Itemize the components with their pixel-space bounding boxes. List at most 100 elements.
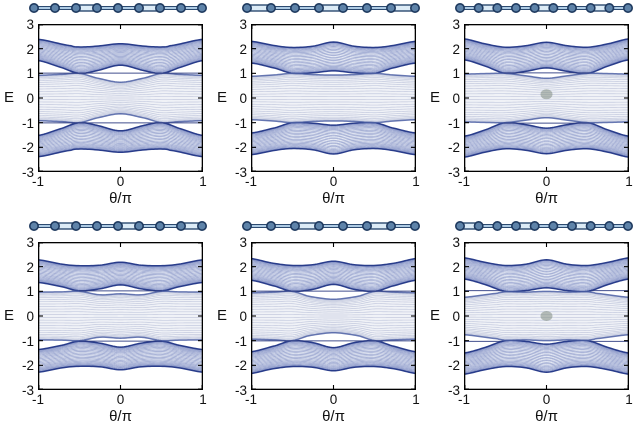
plot-area-5 — [251, 242, 416, 390]
y-tick-label: 2 — [26, 41, 34, 57]
x-tick-label: 0 — [116, 174, 125, 189]
lattice-site — [362, 221, 373, 231]
y-tick-label: -3 — [21, 165, 34, 180]
y-tick-label: -3 — [447, 383, 460, 398]
y-tick-label: -3 — [234, 165, 247, 180]
lattice-site — [604, 3, 615, 13]
y-tick-label: 3 — [239, 235, 247, 250]
y-axis-label-1: E — [3, 89, 14, 106]
y-tick-label: 0 — [239, 91, 247, 106]
x-tick-label: 1 — [199, 174, 207, 189]
band-structure-plot-4 — [38, 242, 203, 390]
y-tick-label: 0 — [26, 309, 34, 324]
lattice-site — [492, 221, 503, 231]
y-tick-label: -1 — [447, 333, 460, 349]
band-structure-plot-6 — [464, 242, 629, 390]
plot-area-6 — [464, 242, 629, 390]
x-tick-label: 0 — [116, 392, 125, 407]
lattice-site — [176, 3, 187, 13]
y-tick-label: 2 — [452, 259, 460, 275]
x-tick-label: 1 — [412, 392, 420, 407]
y-tick-label: -1 — [447, 115, 460, 131]
y-tick-label: 3 — [452, 17, 460, 32]
x-axis-label-1: θ/π — [109, 190, 132, 207]
lattice-site — [410, 221, 421, 231]
lattice-site — [134, 221, 145, 231]
band-structure-plot-1 — [38, 24, 203, 172]
y-tick-label: 1 — [26, 284, 34, 300]
lattice-site — [265, 3, 276, 13]
x-axis-label-5: θ/π — [322, 408, 345, 425]
x-tick-label: 1 — [199, 392, 207, 407]
lattice-site — [623, 3, 634, 13]
y-tick-label: 2 — [239, 41, 247, 57]
x-tick-label: 0 — [329, 174, 338, 189]
x-tick-label: 1 — [412, 174, 420, 189]
y-tick-label: 0 — [26, 91, 34, 106]
lattice-site — [265, 221, 276, 231]
x-tick-label: -1 — [244, 174, 257, 189]
plot-area-1 — [38, 24, 203, 172]
y-tick-label: -3 — [21, 383, 34, 398]
y-tick-label: -1 — [234, 333, 247, 349]
lattice-site — [338, 3, 349, 13]
plot-area-4 — [38, 242, 203, 390]
lattice-site — [49, 3, 60, 13]
x-tick-label: 1 — [625, 392, 633, 407]
lattice-site — [92, 221, 103, 231]
y-tick-label: 3 — [239, 17, 247, 32]
y-tick-label: 3 — [26, 17, 34, 32]
y-tick-label: 0 — [452, 309, 460, 324]
lattice-site — [29, 3, 39, 13]
band-structure-plot-5 — [251, 242, 416, 390]
y-tick-label: -1 — [21, 333, 34, 349]
y-tick-label: 0 — [239, 309, 247, 324]
y-tick-label: -2 — [21, 140, 34, 156]
lattice-site — [176, 221, 187, 231]
lattice-site — [92, 3, 103, 13]
lattice-site — [362, 3, 373, 13]
y-tick-label: -3 — [447, 165, 460, 180]
y-tick-label: -2 — [447, 358, 460, 374]
chain-diagram-1 — [29, 3, 208, 13]
chain-diagram-3 — [455, 3, 634, 13]
lattice-site — [585, 221, 596, 231]
lattice-site — [455, 3, 465, 13]
band-structure-plot-3 — [464, 24, 629, 172]
x-tick-label: 0 — [329, 392, 338, 407]
y-tick-label: 0 — [452, 91, 460, 106]
lattice-site — [338, 221, 349, 231]
lattice-site — [529, 221, 540, 231]
lattice-site — [386, 3, 397, 13]
y-tick-label: 1 — [26, 66, 34, 82]
chain-diagram-2 — [242, 3, 421, 13]
y-axis-label-6: E — [429, 307, 440, 324]
lattice-site — [155, 221, 166, 231]
y-tick-label: -1 — [234, 115, 247, 131]
lattice-site — [585, 3, 596, 13]
y-tick-label: 1 — [239, 66, 247, 82]
x-tick-label: -1 — [457, 392, 470, 407]
lattice-site — [49, 221, 60, 231]
lattice-site — [604, 221, 615, 231]
y-tick-label: 2 — [239, 259, 247, 275]
lattice-site — [134, 3, 145, 13]
lattice-site — [567, 221, 578, 231]
lattice-site — [314, 3, 325, 13]
lattice-site — [113, 221, 124, 231]
lattice-site — [197, 3, 208, 13]
y-tick-label: -3 — [234, 383, 247, 398]
y-tick-label: -1 — [21, 115, 34, 131]
lattice-site — [242, 3, 252, 13]
plot-area-3 — [464, 24, 629, 172]
y-tick-label: 1 — [452, 284, 460, 300]
lattice-site — [492, 3, 503, 13]
band-structure-plot-2 — [251, 24, 416, 172]
x-axis-label-6: θ/π — [535, 408, 558, 425]
y-tick-label: 3 — [452, 235, 460, 250]
y-tick-label: 1 — [452, 66, 460, 82]
x-axis-label-2: θ/π — [322, 190, 345, 207]
